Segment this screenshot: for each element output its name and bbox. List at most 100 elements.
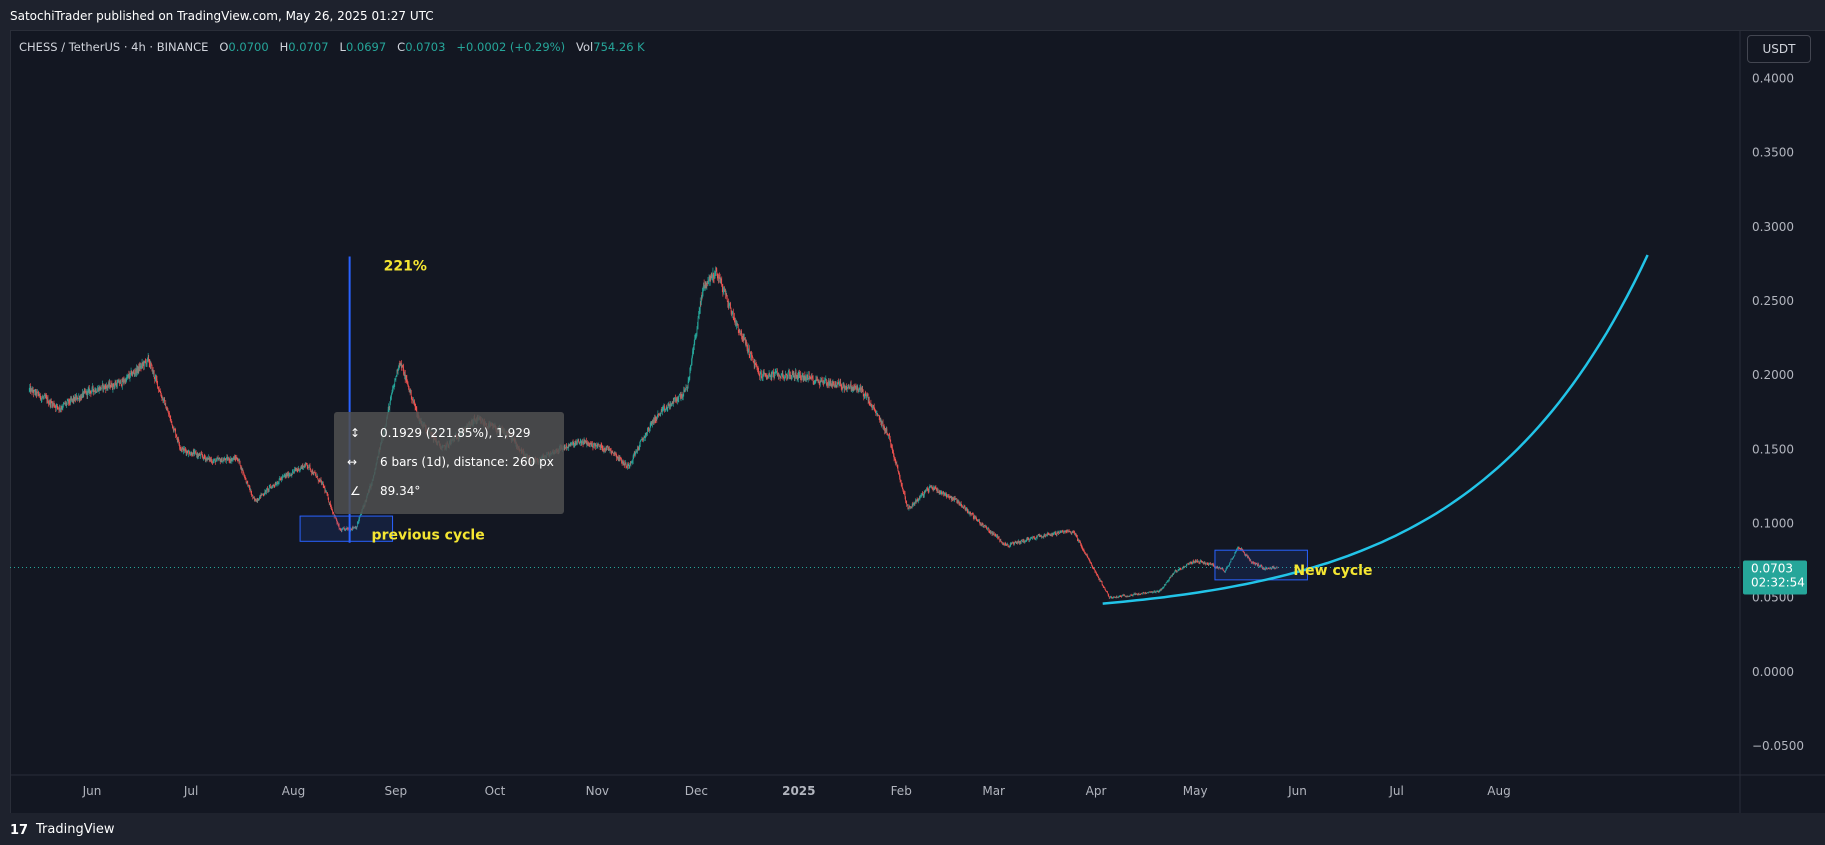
candle-body (856, 388, 857, 390)
candle-body (699, 301, 701, 309)
candle-body (726, 294, 727, 298)
change-value: +0.0002 (+0.29%) (456, 40, 566, 54)
tradingview-logo-icon[interactable]: 17 (10, 823, 29, 838)
candle-body (838, 382, 839, 384)
symbol-name[interactable]: CHESS / TetherUS · 4h · BINANCE (19, 40, 209, 54)
candle-body (107, 386, 108, 388)
tradingview-brand[interactable]: TradingView (36, 822, 115, 837)
previous-cycle-box[interactable] (299, 515, 394, 542)
candle-body (767, 375, 768, 377)
candle-body (575, 442, 576, 443)
candle-body (1225, 569, 1227, 571)
candle-body (886, 428, 887, 431)
candle-body (1049, 534, 1051, 536)
candle-body (827, 383, 828, 385)
new-cycle-box[interactable] (1214, 549, 1308, 581)
price-axis[interactable]: 0.40000.35000.30000.25000.20000.15000.10… (1752, 72, 1804, 754)
candle-body (1024, 541, 1026, 542)
candle-body (837, 382, 839, 384)
candle-body (943, 493, 945, 494)
candle-body (821, 380, 823, 382)
candle-body (250, 490, 252, 494)
candle-body (869, 403, 871, 406)
candle-body (749, 354, 751, 358)
candle-body (606, 446, 608, 448)
candle-body (712, 273, 714, 278)
candle-body (83, 392, 85, 396)
candle-body (1129, 594, 1131, 596)
candle-body (586, 442, 588, 445)
projection-curve[interactable] (1102, 254, 1649, 605)
candle-body (1109, 597, 1111, 599)
candle-body (933, 487, 934, 490)
candle-body (779, 376, 781, 378)
candle-body (70, 399, 71, 404)
candle-body (1019, 541, 1021, 544)
candle-body (402, 366, 404, 368)
x-tick-label: Nov (586, 784, 609, 798)
candle-body (898, 472, 900, 474)
candle-body (1073, 531, 1075, 532)
candle-body (591, 443, 593, 447)
candle-body (884, 427, 885, 431)
candle-body (769, 373, 770, 376)
candle-body (915, 500, 916, 503)
candle-body (1102, 585, 1104, 587)
candle-body (321, 481, 322, 485)
candle-body (946, 496, 948, 497)
candle-body (239, 460, 240, 462)
candle-body (1037, 534, 1039, 537)
candle-body (354, 527, 355, 528)
open-label: O (219, 40, 229, 54)
candle-body (255, 500, 257, 502)
candle-body (661, 410, 663, 413)
candle-body (744, 338, 746, 340)
candle-body (986, 528, 988, 530)
candle-body (1262, 567, 1264, 569)
candle-body (157, 380, 158, 387)
candle-body (756, 364, 757, 367)
candle-body (174, 429, 175, 430)
candle-body (74, 397, 76, 401)
candle-body (733, 311, 734, 318)
currency-button[interactable]: USDT (1747, 35, 1811, 63)
candle-body (752, 356, 753, 358)
candle-body (168, 413, 170, 415)
candle-body (855, 387, 857, 389)
candle-body (262, 494, 264, 495)
candle-body (121, 384, 123, 387)
candle-body (90, 390, 91, 392)
candle-body (305, 463, 306, 466)
candle-body (833, 381, 834, 384)
candle-body (415, 407, 417, 409)
candle-body (167, 410, 169, 413)
candle-body (294, 468, 296, 470)
candle-body (647, 429, 648, 434)
candle-body (583, 441, 584, 445)
candle-body (671, 402, 673, 404)
price-chart[interactable]: 0.40000.35000.30000.25000.20000.15000.10… (0, 0, 1825, 813)
candle-body (354, 527, 356, 529)
candle-body (667, 407, 669, 408)
candle-body (1244, 554, 1246, 556)
candle-body (1227, 566, 1229, 567)
candle-body (890, 445, 892, 447)
candle-body (72, 398, 74, 400)
time-axis[interactable]: Jun Jul Aug Sep Oct Nov Dec 2025 Feb Mar Apr May Jun… (82, 784, 1511, 798)
candle-body (661, 409, 663, 413)
candle-body (762, 373, 764, 378)
candle-body (359, 517, 360, 520)
candle-body (682, 396, 683, 398)
candle-body (1144, 593, 1145, 594)
chart-frame[interactable] (10, 30, 1825, 814)
candle-body (1159, 589, 1161, 592)
candle-body (145, 360, 146, 362)
candle-body (1222, 568, 1223, 569)
candle-body (794, 375, 795, 378)
candle-body (391, 392, 393, 395)
candle-body (67, 399, 69, 401)
candle-body (343, 527, 345, 529)
candle-body (128, 374, 129, 376)
candle-body (624, 463, 625, 466)
candle-body (1201, 561, 1203, 563)
